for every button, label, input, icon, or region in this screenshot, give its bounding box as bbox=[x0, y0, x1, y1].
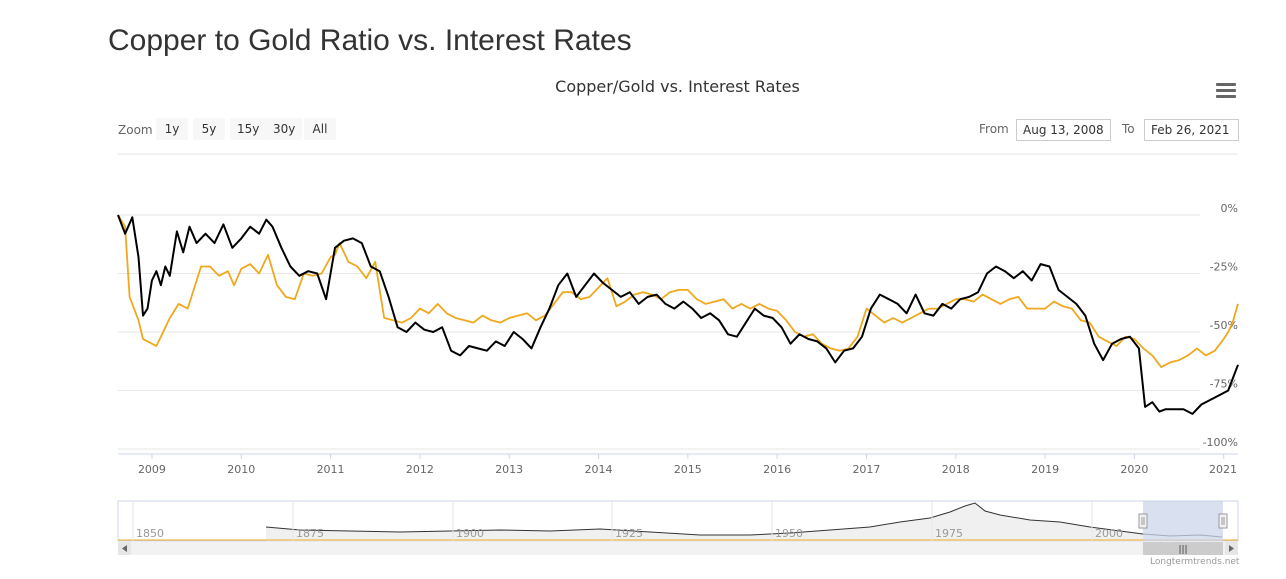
x-tick-label: 2012 bbox=[406, 463, 434, 476]
from-date-input[interactable]: Aug 13, 2008 bbox=[1016, 119, 1111, 141]
scrollbar[interactable]: ||| bbox=[118, 542, 1238, 555]
arrow-left-icon bbox=[122, 545, 127, 552]
x-tick-label: 2021 bbox=[1209, 463, 1237, 476]
zoom-all-button[interactable]: All bbox=[304, 118, 336, 140]
y-tick-label: 0% bbox=[1221, 202, 1238, 215]
zoom-label: Zoom bbox=[118, 123, 153, 137]
series-line-copper-gold bbox=[117, 214, 1239, 415]
y-tick-label: -100% bbox=[1203, 436, 1238, 449]
scrollbar-thumb[interactable] bbox=[1143, 542, 1223, 555]
series-lines bbox=[117, 214, 1239, 415]
navigator-area bbox=[266, 503, 1143, 541]
arrow-right-icon bbox=[1229, 545, 1234, 552]
chart-title: Copper/Gold vs. Interest Rates bbox=[555, 77, 800, 96]
zoom-15y-button[interactable]: 15y bbox=[230, 118, 266, 140]
navigator-series bbox=[265, 502, 1223, 538]
x-tick-label: 2010 bbox=[227, 463, 255, 476]
to-date-input[interactable]: Feb 26, 2021 bbox=[1144, 119, 1239, 141]
navigator-tick-label: 1925 bbox=[615, 527, 643, 540]
series-line-interest-rates bbox=[117, 214, 1239, 368]
navigator-tick-label: 1875 bbox=[296, 527, 324, 540]
x-tick-label: 2016 bbox=[763, 463, 791, 476]
y-tick-label: -50% bbox=[1210, 319, 1238, 332]
x-tick-label: 2020 bbox=[1120, 463, 1148, 476]
y-tick-label: -75% bbox=[1210, 378, 1238, 391]
navigator-ticks: 1850 1875 1900 1925 1950 1975 2000 bbox=[132, 501, 1123, 541]
y-axis-labels: 0% -25% -50% -75% -100% bbox=[1203, 202, 1238, 449]
y-tick-label: -25% bbox=[1210, 261, 1238, 274]
zoom-1y-button[interactable]: 1y bbox=[156, 118, 188, 140]
from-label: From bbox=[979, 122, 1009, 136]
navigator-tick-label: 1950 bbox=[775, 527, 803, 540]
navigator-tick-label: 1850 bbox=[136, 527, 164, 540]
to-label: To bbox=[1122, 122, 1135, 136]
zoom-5y-button[interactable]: 5y bbox=[193, 118, 225, 140]
navigator-tick-label: 2000 bbox=[1095, 527, 1123, 540]
page-title: Copper to Gold Ratio vs. Interest Rates bbox=[108, 24, 632, 57]
navigator-tick-label: 1975 bbox=[935, 527, 963, 540]
navigator-left-handle[interactable] bbox=[1138, 513, 1148, 529]
x-axis-ticks bbox=[151, 454, 1225, 459]
navigator[interactable]: 1850 1875 1900 1925 1950 1975 2000 bbox=[117, 500, 1239, 542]
navigator-tick-label: 1900 bbox=[456, 527, 484, 540]
credit-text: Longtermtrends.net bbox=[1150, 557, 1240, 567]
x-tick-label: 2009 bbox=[138, 463, 166, 476]
x-tick-label: 2019 bbox=[1031, 463, 1059, 476]
x-axis-labels: 2009 2010 2011 2012 2013 2014 2015 2016 2017 2018… bbox=[138, 463, 1237, 476]
navigator-right-handle[interactable] bbox=[1218, 513, 1228, 529]
x-tick-label: 2017 bbox=[852, 463, 880, 476]
hamburger-menu-icon[interactable] bbox=[1216, 83, 1236, 100]
scrollbar-grip-icon: ||| bbox=[1178, 545, 1187, 555]
scrollbar-track[interactable] bbox=[118, 542, 1238, 555]
x-tick-label: 2013 bbox=[495, 463, 523, 476]
x-tick-label: 2014 bbox=[585, 463, 613, 476]
x-tick-label: 2011 bbox=[317, 463, 345, 476]
x-tick-label: 2018 bbox=[942, 463, 970, 476]
x-tick-label: 2015 bbox=[674, 463, 702, 476]
grid-lines bbox=[118, 214, 1200, 450]
zoom-30y-button[interactable]: 30y bbox=[266, 118, 302, 140]
navigator-selection-mask[interactable] bbox=[1143, 501, 1223, 541]
